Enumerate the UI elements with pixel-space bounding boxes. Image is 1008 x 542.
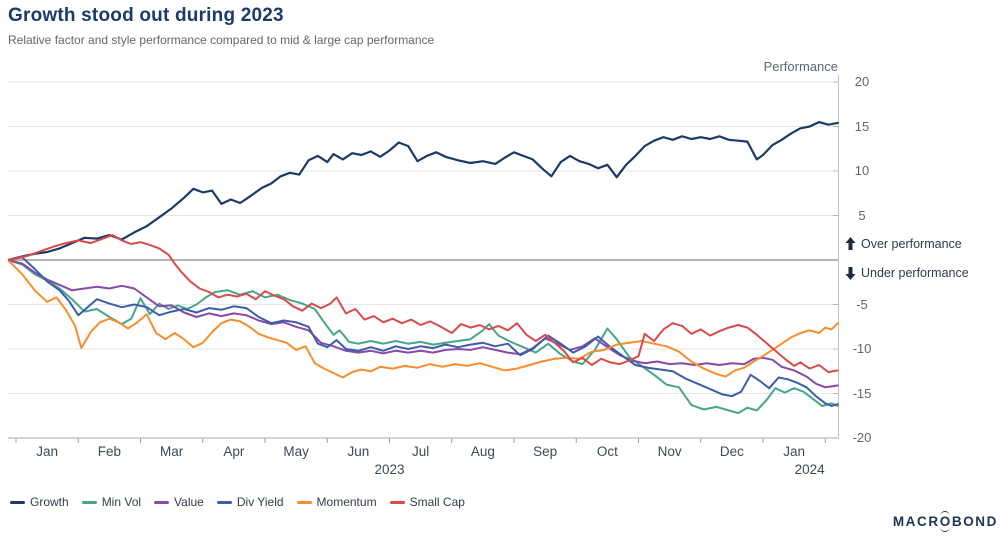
x-tick-label: Sep [533,444,558,459]
x-tick-label: Nov [657,444,682,459]
legend-label: Momentum [316,495,377,509]
legend-label: Growth [30,495,69,509]
legend-swatch [216,500,232,504]
legend-item-min-vol: Min Vol [81,495,142,509]
y-tick-label: -10 [852,341,872,356]
x-tick-label: Mar [160,444,184,459]
x-tick-label: Jun [347,444,370,459]
legend-swatch [10,500,25,504]
y-tick-label: 15 [854,118,870,134]
x-tick-label: Oct [596,444,618,459]
legend-item-growth: Growth [10,495,69,509]
x-tick-label: May [283,444,309,459]
x-tick-label: Apr [223,444,245,459]
x-tick-label: Jan [783,444,806,459]
x-tick-label: Jul [411,444,430,459]
macrobond-logo: MACROBOND [892,511,998,532]
legend: Growth Min Vol Value Div Yield Momentum Small… [10,495,465,509]
legend-swatch [296,500,312,504]
legend-item-div-yield: Div Yield [216,495,284,509]
legend-label: Div Yield [236,495,284,509]
annotation-label: Under performance [861,266,969,281]
logo-text: BOND [951,514,998,529]
legend-swatch [389,500,405,504]
legend-label: Min Vol [101,495,142,509]
year-label: 2024 [794,462,825,477]
annotation-label: Over performance [861,236,962,251]
year-label: 2023 [374,462,405,477]
chart-svg [6,75,839,443]
y-tick-label: 10 [854,163,870,178]
up-performance-annotation: Over performance [845,237,962,251]
y-axis-title: Performance [763,59,838,74]
legend-item-value: Value [154,495,204,509]
arrow-up-icon [845,237,856,251]
chart-subtitle: Relative factor and style performance co… [8,33,435,47]
down-performance-annotation: Under performance [845,266,969,280]
legend-item-small-cap: Small Cap [389,495,465,509]
x-tick-label: Dec [719,444,744,459]
page-title: Growth stood out during 2023 [8,5,284,26]
legend-swatch [81,500,97,504]
y-tick-label: -20 [852,430,872,445]
legend-label: Value [174,495,204,509]
y-tick-label: 5 [858,207,866,223]
legend-label: Small Cap [409,495,465,509]
y-tick-label: 20 [854,74,870,89]
plot-area [6,75,839,447]
logo-text: MACR [892,514,940,529]
logo-o-mark: O [939,511,952,532]
legend-item-momentum: Momentum [296,495,377,509]
legend-swatch [154,500,170,504]
x-tick-label: Feb [97,444,121,459]
x-tick-label: Jan [36,444,59,459]
y-tick-label: -15 [852,385,872,401]
x-tick-label: Aug [470,444,495,459]
y-tick-label: -5 [856,296,868,312]
arrow-down-icon [845,266,856,280]
